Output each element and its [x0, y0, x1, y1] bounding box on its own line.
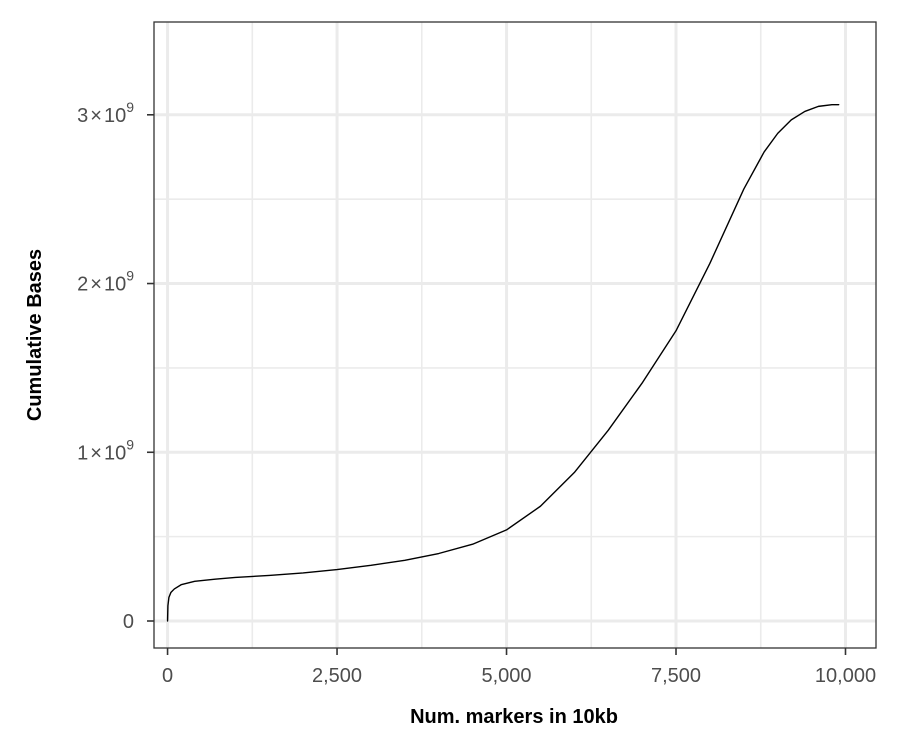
x-tick-label: 2,500	[312, 665, 362, 687]
y-axis-title: Cumulative Bases	[24, 249, 46, 421]
panel-border	[153, 21, 877, 649]
grid-lines	[154, 22, 876, 648]
y-tick-label: 1 × 109	[77, 436, 134, 464]
x-tick-label: 5,000	[481, 665, 531, 687]
y-tick-label: 2 × 109	[77, 268, 134, 296]
x-axis-tick-labels: 0 2,500 5,000 7,500 10,000	[162, 665, 876, 687]
x-tick-label: 10,000	[815, 665, 876, 687]
x-tick-label: 0	[162, 665, 173, 687]
y-tick-label: 0	[123, 611, 134, 633]
x-tick-label: 7,500	[651, 665, 701, 687]
axis-ticks	[147, 114, 847, 655]
x-axis-title: Num. markers in 10kb	[410, 706, 618, 728]
series-line	[166, 103, 840, 622]
y-axis-tick-labels: 0 1 × 109 2 × 109 3 × 109	[77, 99, 134, 633]
data-lines	[166, 103, 840, 622]
y-tick-label: 3 × 109	[77, 99, 134, 127]
